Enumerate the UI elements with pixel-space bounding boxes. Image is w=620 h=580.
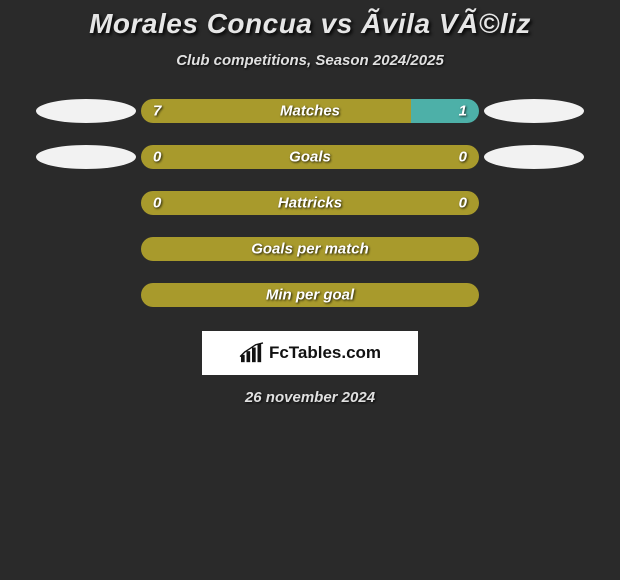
brand-text: FcTables.com (269, 343, 381, 363)
left-side (31, 99, 141, 123)
stat-row: 0 0 Hattricks (0, 191, 620, 215)
stat-bar: 0 0 Hattricks (141, 191, 479, 215)
stat-row: 7 1 Matches (0, 99, 620, 123)
stat-value-right: 1 (459, 103, 467, 120)
right-side (479, 99, 589, 123)
subtitle: Club competitions, Season 2024/2025 (0, 52, 620, 69)
brand-box: FcTables.com (202, 331, 418, 375)
stat-value-right: 0 (459, 195, 467, 212)
stat-row: Goals per match (0, 237, 620, 261)
player-ellipse-left (36, 145, 136, 169)
stat-value-left: 0 (153, 149, 161, 166)
player-ellipse-right (484, 145, 584, 169)
stat-rows: 7 1 Matches 0 0 Goals 0 0 Hattricks Goals per mat… (0, 99, 620, 307)
brand-chart-icon (239, 342, 265, 364)
stat-row: Min per goal (0, 283, 620, 307)
stat-bar: Goals per match (141, 237, 479, 261)
player-ellipse-right (484, 99, 584, 123)
stat-label: Matches (280, 103, 340, 120)
bar-segment-right (411, 99, 479, 123)
date-label: 26 november 2024 (0, 389, 620, 406)
stat-label: Goals per match (251, 241, 369, 258)
stat-bar: 7 1 Matches (141, 99, 479, 123)
page-title: Morales Concua vs Ãvila VÃ©liz (0, 8, 620, 40)
stat-label: Goals (289, 149, 331, 166)
stat-bar: 0 0 Goals (141, 145, 479, 169)
right-side (479, 145, 589, 169)
stat-row: 0 0 Goals (0, 145, 620, 169)
stat-value-right: 0 (459, 149, 467, 166)
stat-bar: Min per goal (141, 283, 479, 307)
stat-label: Min per goal (266, 287, 354, 304)
stat-label: Hattricks (278, 195, 342, 212)
left-side (31, 145, 141, 169)
player-ellipse-left (36, 99, 136, 123)
stat-value-left: 7 (153, 103, 161, 120)
stat-value-left: 0 (153, 195, 161, 212)
bar-segment-left (141, 99, 411, 123)
comparison-infographic: Morales Concua vs Ãvila VÃ©liz Club comp… (0, 0, 620, 406)
